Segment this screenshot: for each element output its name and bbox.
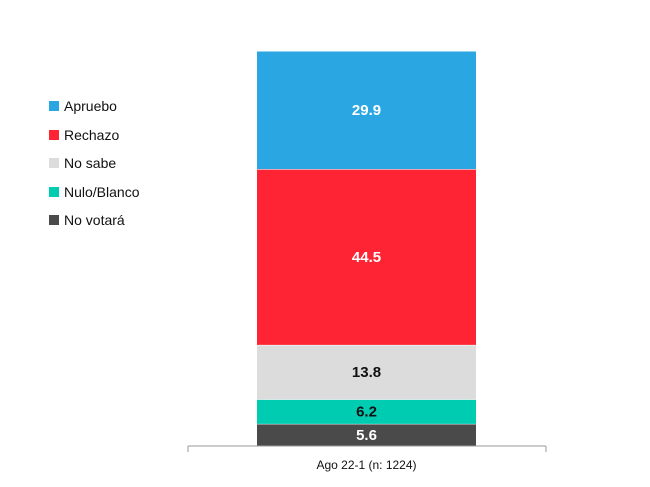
legend-item-no-votara: No votará [49,206,199,235]
legend: Apruebo Rechazo No sabe Nulo/Blanco No v… [49,92,199,235]
legend-swatch-no-votara [49,215,59,226]
legend-label-no-votara: No votará [64,212,125,229]
legend-label-nulo-blanco: Nulo/Blanco [64,183,140,200]
data-label-no-votara: 5.6 [356,427,377,444]
legend-swatch-no-sabe [49,158,59,169]
legend-label-rechazo: Rechazo [64,126,120,143]
bar-segment-rechazo [257,169,476,345]
legend-swatch-nulo-blanco [49,186,59,197]
legend-item-rechazo: Rechazo [49,121,199,150]
bar-segment-no-sabe [257,344,476,400]
data-label-rechazo: 44.5 [352,249,381,266]
legend-item-apruebo: Apruebo [49,92,199,121]
data-label-apruebo: 29.9 [352,102,381,119]
legend-label-apruebo: Apruebo [64,98,117,115]
bar-segment-nulo-blanco [257,399,476,424]
legend-label-no-sabe: No sabe [64,155,117,172]
data-label-no-sabe: 13.8 [352,364,381,381]
bar-segment-no-votara [257,423,476,446]
bar-segment-apruebo [257,51,476,170]
legend-item-no-sabe: No sabe [49,149,199,178]
legend-item-nulo-blanco: Nulo/Blanco [49,178,199,207]
data-label-nulo-blanco: 6.2 [356,404,377,421]
x-tick-label: Ago 22-1 (n: 1224) [316,458,416,472]
legend-swatch-rechazo [49,129,59,140]
legend-swatch-apruebo [49,101,59,112]
